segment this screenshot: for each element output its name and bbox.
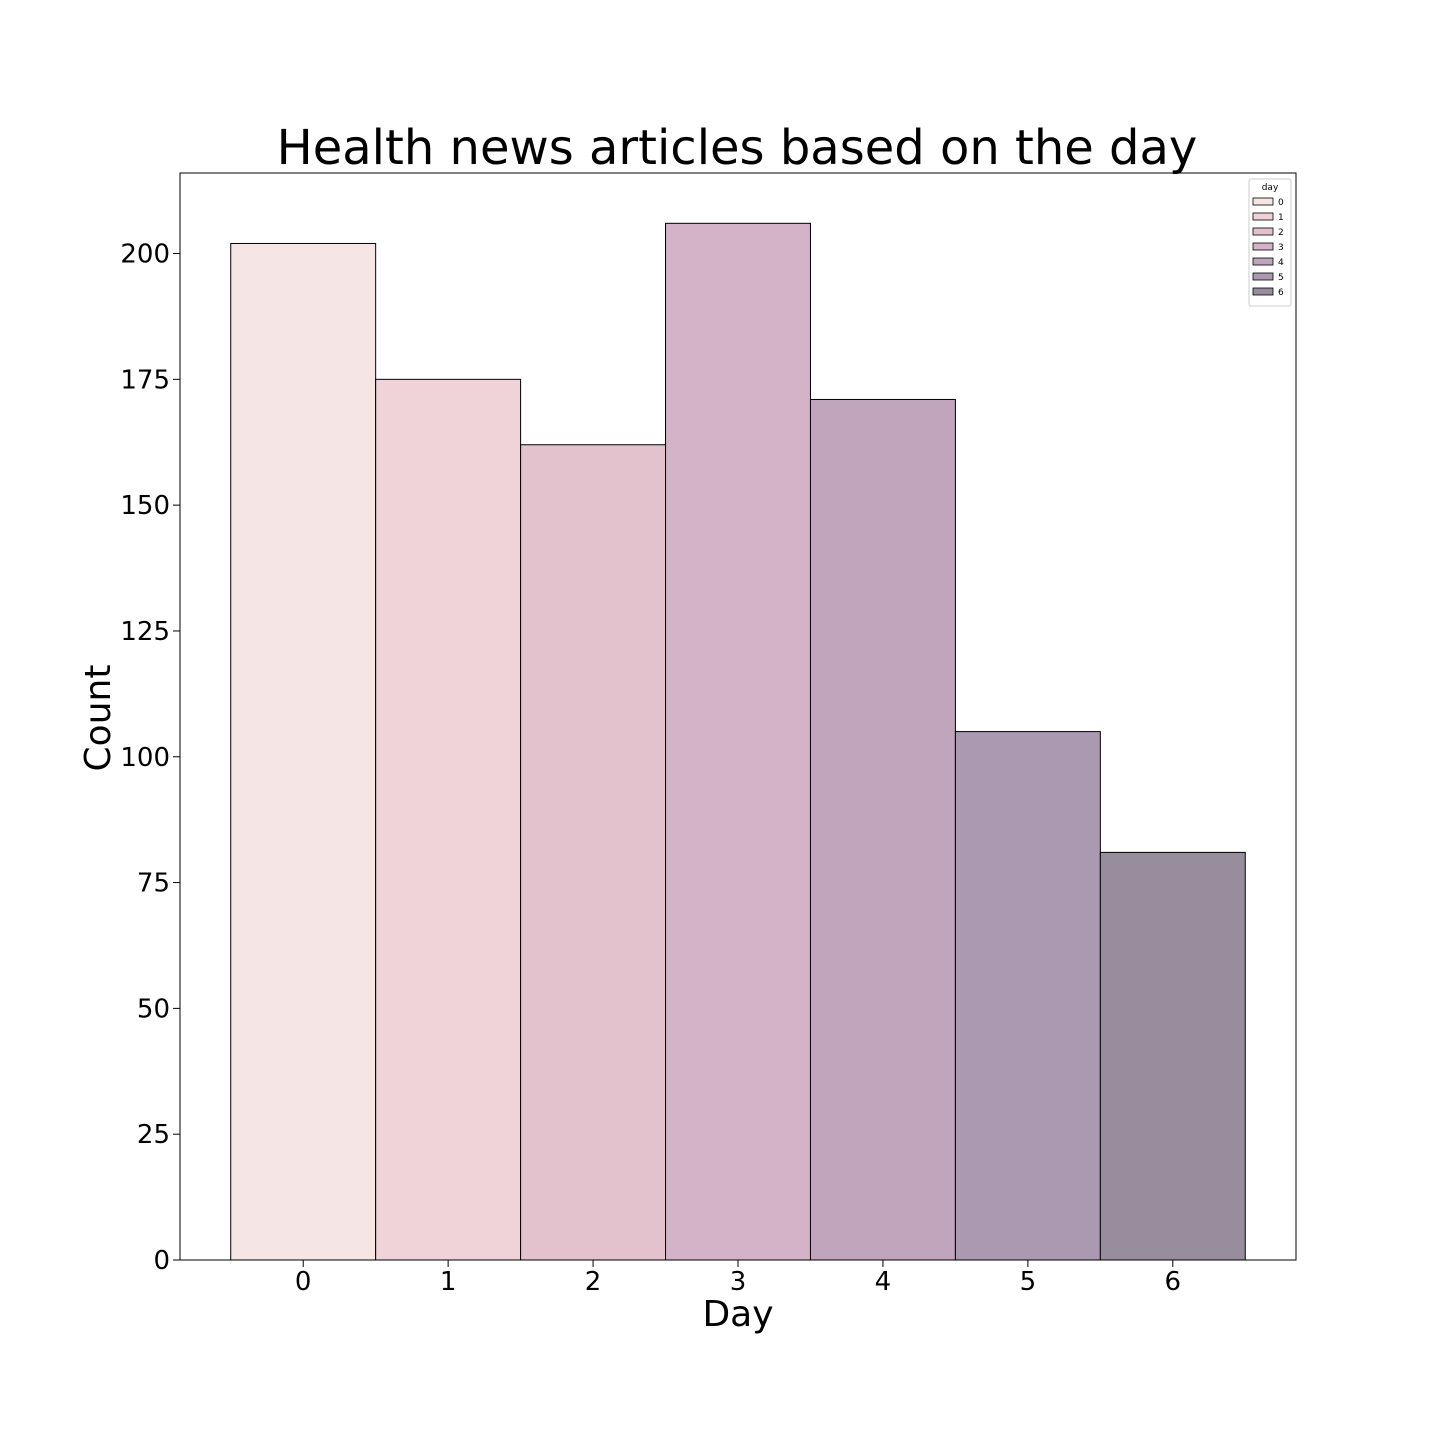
x-tick-label: 3	[730, 1267, 747, 1297]
legend-swatch	[1252, 257, 1274, 266]
bar-day-3	[665, 222, 811, 1261]
y-tick-label: 200	[120, 240, 170, 270]
legend-entry-label: 2	[1278, 228, 1284, 238]
legend-entry-label: 1	[1278, 213, 1284, 223]
y-tick-label: 25	[137, 1120, 170, 1150]
x-tick-label: 2	[585, 1267, 602, 1297]
legend-swatch	[1252, 212, 1274, 221]
bar-day-0	[230, 242, 377, 1261]
x-axis: 0 1 2 3 4 5 6	[295, 1260, 1181, 1297]
legend-swatch	[1252, 242, 1274, 251]
y-tick-label: 75	[137, 869, 170, 899]
bar-day-5	[954, 731, 1101, 1261]
legend-swatch	[1252, 272, 1274, 281]
x-tick-label: 4	[875, 1267, 892, 1297]
x-tick-label: 6	[1165, 1267, 1182, 1297]
x-tick-label: 0	[295, 1267, 312, 1297]
x-tick-label: 1	[440, 1267, 457, 1297]
legend: day 0 1 2 3 4 5 6	[1248, 178, 1292, 307]
bars	[230, 222, 1246, 1261]
legend-entry-label: 3	[1278, 243, 1284, 253]
bar-day-1	[375, 378, 522, 1261]
bar-day-4	[809, 398, 956, 1261]
y-tick-label: 0	[153, 1246, 170, 1276]
y-axis-label: Count	[78, 665, 119, 772]
x-axis-label: Day	[702, 1294, 773, 1335]
legend-entry-label: 5	[1278, 273, 1284, 283]
chart-title: Health news articles based on the day	[277, 120, 1198, 176]
legend-entry-label: 6	[1278, 288, 1284, 298]
y-tick-label: 150	[120, 491, 170, 521]
legend-entry-label: 0	[1278, 198, 1284, 208]
x-tick-label: 5	[1020, 1267, 1037, 1297]
y-axis: 0 25 50 75 100 125 150 175 200	[120, 240, 180, 1276]
y-tick-label: 50	[137, 994, 170, 1024]
y-tick-label: 175	[120, 365, 170, 395]
legend-title: day	[1262, 183, 1279, 193]
legend-swatch	[1252, 227, 1274, 236]
legend-swatch	[1252, 197, 1274, 206]
y-tick-label: 100	[120, 743, 170, 773]
y-tick-label: 125	[120, 617, 170, 647]
bar-day-6	[1099, 851, 1246, 1261]
legend-entry-label: 4	[1278, 258, 1284, 268]
legend-swatch	[1252, 287, 1274, 296]
bar-day-2	[520, 444, 667, 1261]
